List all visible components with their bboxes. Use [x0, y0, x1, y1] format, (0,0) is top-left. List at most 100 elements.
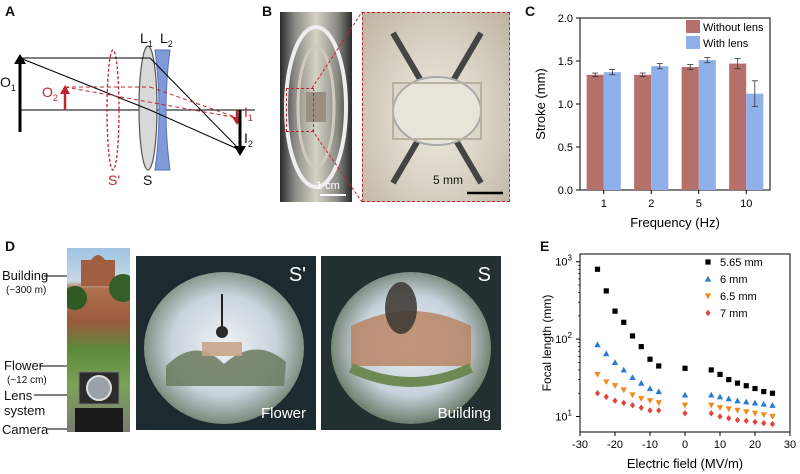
panel-label-e: E: [540, 238, 550, 254]
data-point: [681, 391, 689, 398]
image-s-building: S Building: [321, 256, 501, 430]
data-point: [611, 359, 619, 366]
data-point: [705, 309, 711, 317]
stroke-bar-chart: 0.0 0.5 1.0 1.5 2.0 1 2 5 10 Frequency (Hz) Stroke…: [533, 13, 771, 230]
data-point: [647, 356, 653, 362]
data-point: [734, 407, 741, 414]
image-s-caption: Building: [437, 405, 491, 422]
data-point: [725, 395, 732, 402]
data-point: [752, 418, 758, 426]
panel-label-a: A: [5, 3, 16, 19]
data-point: [752, 385, 758, 392]
data-point: [603, 379, 610, 386]
data-point: [769, 390, 776, 396]
data-point: [743, 409, 750, 416]
data-point: [638, 379, 645, 386]
data-point: [708, 402, 715, 409]
data-point: [612, 397, 618, 404]
data-point: [646, 385, 654, 392]
y-tick-label: 0.5: [558, 142, 573, 154]
setup-pointer-lines: [34, 273, 70, 432]
data-point: [734, 380, 741, 386]
x-tick-label: 30: [784, 439, 796, 451]
label-o1: O1: [0, 74, 16, 93]
label-s-prime: S': [108, 172, 121, 188]
y-tick-label: 102: [555, 331, 572, 346]
label-flower-distance: (~12 cm): [7, 375, 47, 386]
x-tick-label: 0: [682, 439, 688, 451]
data-point: [603, 288, 609, 294]
x-axis-label: Frequency (Hz): [630, 215, 720, 230]
data-point: [761, 388, 767, 395]
legend-label: 7 mm: [720, 308, 748, 320]
data-point: [629, 374, 636, 381]
legend-swatch: [686, 20, 700, 33]
data-point: [594, 266, 601, 272]
zoom-photo: 5 mm: [362, 12, 510, 202]
label-lens-system: system: [4, 403, 46, 418]
data-point: [726, 415, 732, 422]
data-point: [655, 388, 662, 395]
data-point: [655, 400, 662, 407]
data-point: [620, 387, 627, 394]
data-point: [621, 399, 627, 407]
y-tick-label: 2.0: [558, 13, 573, 25]
data-point: [716, 405, 724, 411]
x-tick-label: -20: [607, 439, 623, 451]
data-point: [716, 393, 724, 400]
data-point: [769, 413, 776, 420]
data-point: [734, 397, 741, 404]
x-tick-label: 5: [696, 198, 702, 210]
label-o2: O2: [42, 84, 58, 103]
data-point: [629, 333, 636, 339]
data-point: [751, 399, 759, 406]
image-s-prime-caption: Flower: [260, 405, 306, 422]
data-point: [743, 417, 749, 425]
y-tick-label: 1.5: [558, 56, 573, 68]
x-tick-label: 2: [648, 198, 654, 210]
zoom-lines: [312, 12, 362, 202]
label-i1: I1: [244, 104, 253, 123]
data-point: [743, 398, 750, 405]
y-tick-label: 101: [555, 409, 572, 424]
data-point: [603, 350, 610, 357]
data-point: [760, 412, 767, 419]
data-point: [761, 419, 767, 427]
data-point: [705, 259, 711, 265]
x-axis-label: Electric field (MV/m): [627, 456, 743, 471]
x-tick-label: -10: [642, 439, 658, 451]
label-building-distance: (~300 m): [6, 285, 47, 296]
data-point: [594, 371, 601, 378]
optics-diagram: [14, 45, 255, 171]
data-point: [594, 390, 601, 397]
legend-label: Without lens: [703, 22, 764, 34]
data-point: [603, 393, 609, 400]
data-point: [620, 366, 627, 373]
data-point: [682, 410, 688, 417]
label-building: Building: [2, 268, 49, 283]
panel-label-d: D: [5, 238, 16, 254]
data-point: [760, 400, 767, 407]
data-point: [621, 319, 627, 325]
data-point: [646, 398, 654, 404]
data-point: [704, 293, 712, 300]
label-s: S: [143, 172, 153, 188]
data-point: [611, 383, 619, 389]
legend-label: 6 mm: [720, 274, 748, 286]
data-point: [708, 391, 715, 398]
data-point: [725, 406, 732, 413]
data-point: [708, 367, 714, 373]
bar: [586, 74, 604, 190]
bar: [603, 72, 621, 190]
label-l2: L2: [160, 30, 173, 49]
data-point: [717, 413, 723, 420]
y-tick-label: 1.0: [558, 99, 573, 111]
image-s-prime-tag: S': [288, 264, 306, 286]
scale-bar-1cm: 1 cm: [316, 180, 340, 192]
x-tick-label: 10: [740, 198, 752, 210]
y-tick-label: 103: [555, 254, 572, 269]
data-point: [629, 402, 636, 409]
data-point: [629, 392, 636, 399]
label-i2: I2: [244, 130, 253, 149]
legend-swatch: [686, 36, 700, 49]
